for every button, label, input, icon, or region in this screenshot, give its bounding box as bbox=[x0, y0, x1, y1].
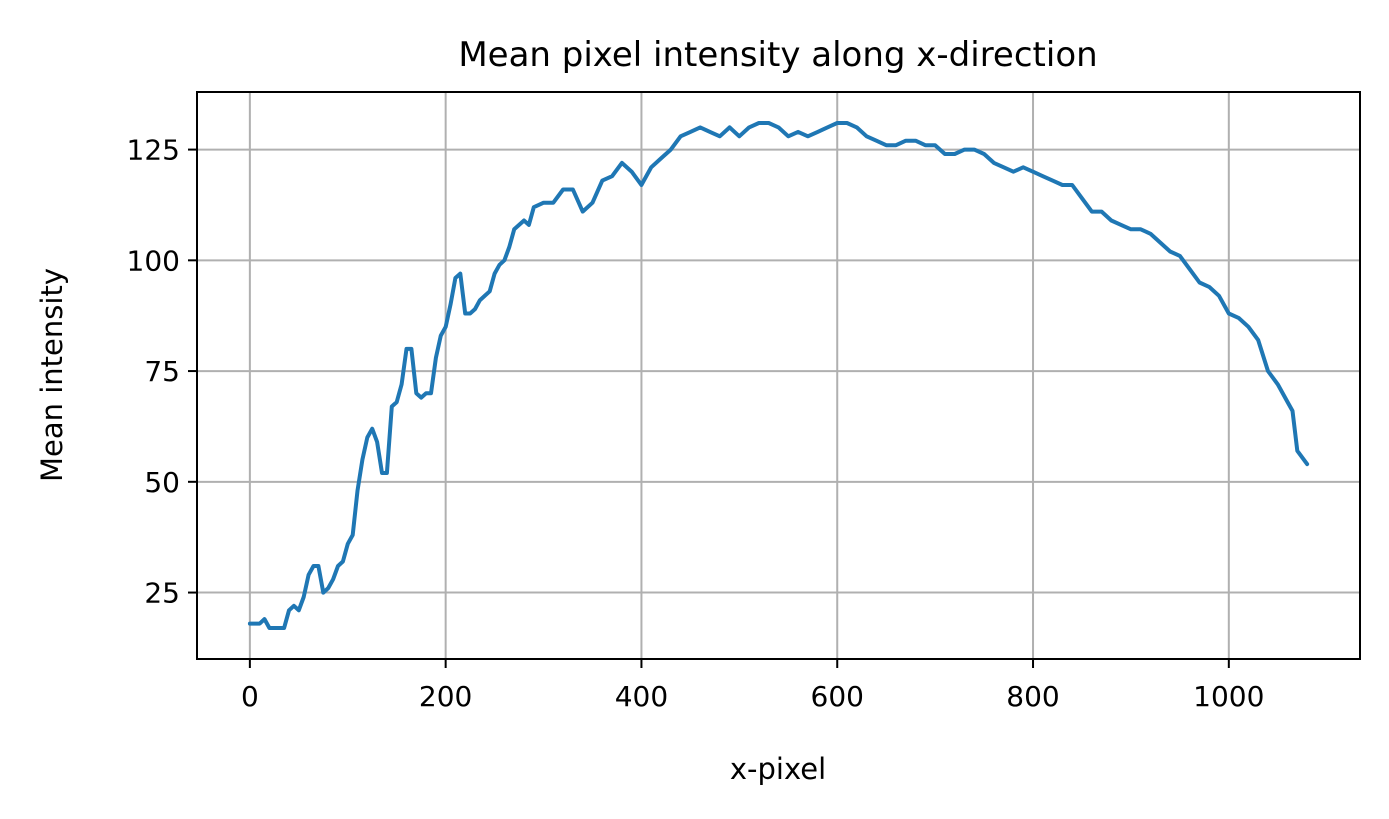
x-tick-label: 1000 bbox=[1193, 680, 1264, 713]
x-tick-label: 0 bbox=[241, 680, 259, 713]
y-tick-label: 125 bbox=[127, 134, 180, 167]
x-tick-label: 600 bbox=[811, 680, 864, 713]
y-tick-label: 50 bbox=[144, 466, 180, 499]
plot-frame bbox=[196, 91, 1361, 660]
x-tick-label: 400 bbox=[615, 680, 668, 713]
y-axis: 25 50 75 100 125 bbox=[127, 134, 197, 610]
y-axis-label: Mean intensity bbox=[35, 268, 69, 482]
x-axis: 0 200 400 600 800 1000 bbox=[241, 659, 1264, 713]
series-line bbox=[247, 121, 1310, 630]
chart-title: Mean pixel intensity along x-direction bbox=[458, 35, 1097, 75]
x-axis-label: x-pixel bbox=[730, 752, 826, 786]
y-tick-label: 75 bbox=[144, 355, 180, 388]
x-tick-label: 800 bbox=[1006, 680, 1059, 713]
y-tick-label: 100 bbox=[127, 244, 180, 277]
x-tick-label: 200 bbox=[419, 680, 472, 713]
series-layer bbox=[247, 121, 1310, 630]
y-tick-label: 25 bbox=[144, 577, 180, 610]
